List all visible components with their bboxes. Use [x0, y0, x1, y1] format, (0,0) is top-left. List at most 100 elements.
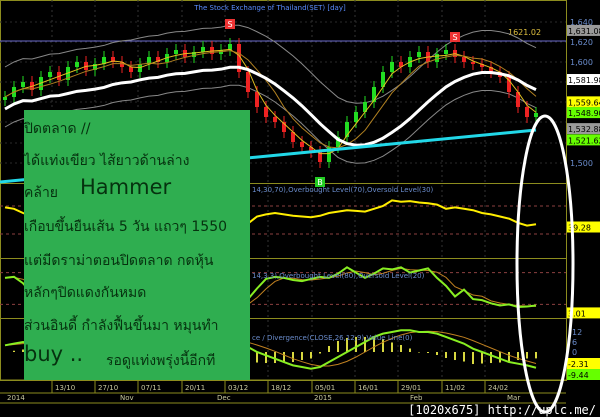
date-tick-label: 20/11	[185, 384, 205, 392]
candle	[201, 47, 205, 52]
candle	[246, 72, 250, 92]
candle	[327, 147, 331, 162]
date-tick-label: 18/12	[271, 384, 291, 392]
stoch-badge-text: 3.01	[568, 309, 586, 318]
candle	[102, 57, 106, 64]
candle	[174, 50, 178, 54]
note-line: หลักๆปิดแดงกันหมด	[24, 285, 147, 301]
candle	[534, 113, 538, 117]
rsi-label: 14,30,70),Overbought Level(70),Oversold …	[252, 186, 434, 194]
signal-label: B	[317, 178, 323, 187]
candle	[318, 152, 322, 162]
price-tick-label: 1,600	[570, 58, 593, 67]
month-label: 2014	[7, 394, 25, 402]
note-line: ได้แท่งเขียว ไส้ยาวด้านล่าง	[24, 153, 190, 169]
candle	[444, 50, 448, 54]
note-line: Hammer	[80, 175, 172, 199]
macd-badge-text: -2.31	[568, 360, 589, 369]
price-tick-label: 1,640	[570, 18, 593, 27]
price-badge-text: 1,521.62	[568, 136, 600, 145]
date-tick-label: 13/10	[55, 384, 75, 392]
date-tick-label: 07/11	[141, 384, 161, 392]
candle	[480, 64, 484, 67]
candle	[462, 57, 466, 62]
candle	[417, 52, 421, 57]
candle	[525, 107, 529, 117]
candle	[264, 107, 268, 117]
rsi-badge-text: 39.28	[568, 224, 591, 233]
date-tick-label: 05/01	[315, 384, 335, 392]
signal-marker	[450, 32, 460, 42]
signal-marker	[225, 19, 235, 29]
macd-badge-text: -9.44	[568, 371, 589, 380]
note-line: เกือบขึ้นยืนเส้น 5 วัน แถวๆ 1550	[24, 219, 228, 235]
note-line: ส่วนอินดี้ กำลังฟื้นขึ้นมา หมุนทำ	[24, 318, 219, 334]
candle	[354, 112, 358, 122]
note-line: แต่มีดราม่าตอนปิดตลาด กดหุ้น	[24, 253, 214, 269]
candle	[21, 82, 25, 87]
candle	[336, 137, 340, 147]
candle	[3, 97, 7, 100]
candle	[399, 62, 403, 67]
candle	[129, 67, 133, 72]
candle	[156, 57, 160, 62]
price-tick-label: 1,620	[570, 38, 593, 47]
macd-tick-label: 12	[572, 328, 582, 337]
macd-badge	[567, 369, 600, 380]
highlight-ellipse	[515, 114, 575, 414]
candle	[309, 147, 313, 152]
candle	[93, 64, 97, 70]
price-badge	[567, 123, 600, 135]
price-badge-text: 1,532.88	[568, 125, 600, 134]
price-badge	[567, 96, 600, 108]
macd-label: ce / Divergence(CLOSE,26,12,9),Value Lin…	[252, 334, 413, 342]
month-label: Feb	[410, 394, 423, 402]
candle	[471, 62, 475, 64]
macd-tick-label: 0	[572, 348, 577, 357]
date-tick-label: 03/12	[228, 384, 248, 392]
resistance-label: 1621.02	[508, 28, 541, 37]
price-tick-label: 1,500	[570, 159, 593, 168]
date-tick-label: 29/01	[401, 384, 421, 392]
candle	[282, 122, 286, 132]
annotation-note: ปิดตลาด // ได้แท่งเขียว ไส้ยาวด้านล่าง ค…	[24, 110, 250, 380]
date-tick-label: 24/02	[488, 384, 508, 392]
ma-short-line	[4, 48, 537, 155]
price-badge-text: 1,548.90	[568, 109, 600, 118]
lower-band-line	[4, 84, 537, 164]
candle	[516, 92, 520, 107]
date-tick-label: 27/10	[98, 384, 118, 392]
candle	[507, 77, 511, 92]
price-badge	[567, 107, 600, 119]
candle	[291, 132, 295, 142]
candle	[345, 122, 349, 137]
candle	[228, 44, 232, 50]
signal-label: S	[227, 20, 232, 29]
note-line: รอดูแท่งพรุ่งนี้อีกที	[106, 353, 216, 369]
candle	[273, 117, 277, 122]
candle	[300, 142, 304, 147]
signal-marker	[315, 177, 325, 187]
date-tick-label: 16/01	[358, 384, 378, 392]
macd-tick-label: 6	[572, 338, 577, 347]
note-line: buy ..	[24, 342, 84, 366]
date-tick-label: 11/02	[445, 384, 465, 392]
candle	[435, 54, 439, 62]
price-badge-text: 1,581.98	[568, 76, 600, 85]
candle	[120, 62, 124, 67]
candle	[489, 67, 493, 72]
chart-title: The Stock Exchange of Thailand(SET) [day…	[193, 4, 346, 12]
watermark: [1020x675] http://uplc.me/	[408, 403, 596, 417]
candle	[48, 72, 52, 77]
rsi-badge	[567, 221, 600, 233]
stoch-label: 14,3,3),Overbought Level(80),Oversold Le…	[252, 272, 425, 280]
macd-badge	[567, 358, 600, 369]
candle	[192, 52, 196, 57]
stoch-badge	[567, 307, 600, 319]
candle	[237, 44, 241, 72]
upper-band-line	[4, 24, 537, 104]
ma-mid-line	[4, 50, 537, 149]
candle	[255, 92, 259, 107]
price-badge	[567, 134, 600, 146]
price-badge	[567, 24, 600, 36]
